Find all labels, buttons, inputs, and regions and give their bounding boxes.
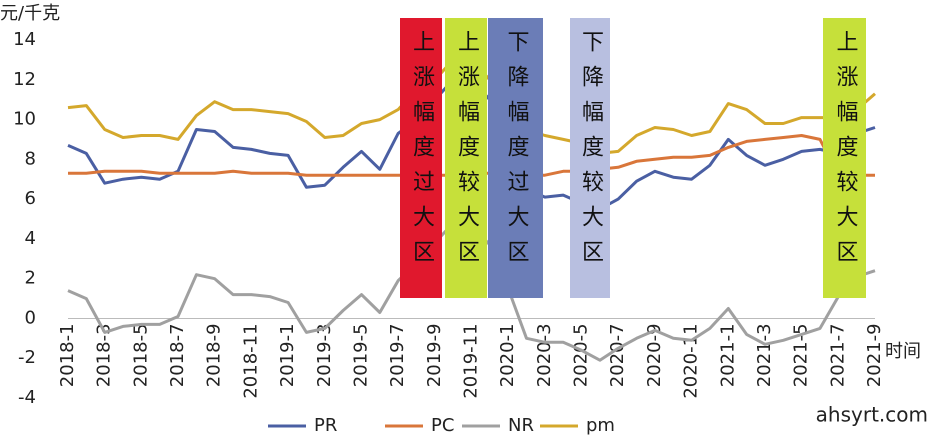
x-tick-label: 2019-3 <box>314 323 335 387</box>
legend-label: PR <box>314 415 337 436</box>
annotation-text: 下降幅度过大区 <box>503 30 529 275</box>
y-tick-label: 14 <box>13 29 36 50</box>
y-tick-label: 4 <box>25 228 36 249</box>
x-tick-label: 2020-11 <box>681 323 702 398</box>
x-tick-label: 2020-1 <box>497 323 518 387</box>
x-tick-label: 2021-3 <box>754 323 775 387</box>
annotation-box: 下降幅度过大区 <box>488 18 543 298</box>
x-tick-label: 2018-1 <box>57 323 78 387</box>
annotation-text: 下降幅度较大区 <box>578 30 603 275</box>
annotation-box: 上涨幅度过大区 <box>400 18 442 298</box>
x-tick-label: 2019-11 <box>461 323 482 398</box>
annotation-box: 上涨幅度较大区 <box>823 18 866 298</box>
x-tick-label: 2019-7 <box>387 323 408 387</box>
legend-label: pm <box>586 415 615 436</box>
annotation-text: 上涨幅度较大区 <box>454 30 479 275</box>
x-tick-label: 2020-5 <box>571 323 592 387</box>
y-tick-label: -4 <box>18 387 36 408</box>
legend-label: PC <box>431 415 454 436</box>
x-tick-label: 2018-9 <box>204 323 225 387</box>
annotation-box: 上涨幅度较大区 <box>445 18 487 298</box>
x-tick-label: 2021-5 <box>791 323 812 387</box>
y-tick-label: 0 <box>25 307 36 328</box>
y-tick-label: -2 <box>18 347 36 368</box>
y-tick-label: 12 <box>13 69 36 90</box>
x-tick-label: 2018-5 <box>130 323 151 387</box>
x-tick-label: 2018-7 <box>167 323 188 387</box>
x-tick-label: 2020-3 <box>534 323 555 387</box>
annotation-text: 上涨幅度过大区 <box>409 30 434 275</box>
y-tick-label: 2 <box>25 268 36 289</box>
x-tick-label: 2019-5 <box>350 323 371 387</box>
x-tick-label: 2019-9 <box>424 323 445 387</box>
annotation-text: 上涨幅度较大区 <box>832 30 858 275</box>
x-tick-label: 2021-7 <box>827 323 848 387</box>
watermark: ahsyrt.com <box>816 403 928 427</box>
y-tick-label: 8 <box>25 148 36 169</box>
x-tick-label: 2018-3 <box>94 323 115 387</box>
legend-label: NR <box>508 415 534 436</box>
annotation-box: 下降幅度较大区 <box>570 18 610 298</box>
x-tick-label: 2021-9 <box>864 323 885 387</box>
x-tick-label: 2018-11 <box>240 323 261 398</box>
x-axis-label: 时间 <box>885 341 921 362</box>
x-tick-label: 2020-9 <box>644 323 665 387</box>
y-axis-label: 元/千克 <box>0 3 60 24</box>
x-tick-label: 2019-1 <box>277 323 298 387</box>
y-tick-label: 10 <box>13 109 36 130</box>
x-tick-label: 2021-1 <box>717 323 738 387</box>
y-tick-label: 6 <box>25 188 36 209</box>
x-tick-label: 2020-7 <box>607 323 628 387</box>
